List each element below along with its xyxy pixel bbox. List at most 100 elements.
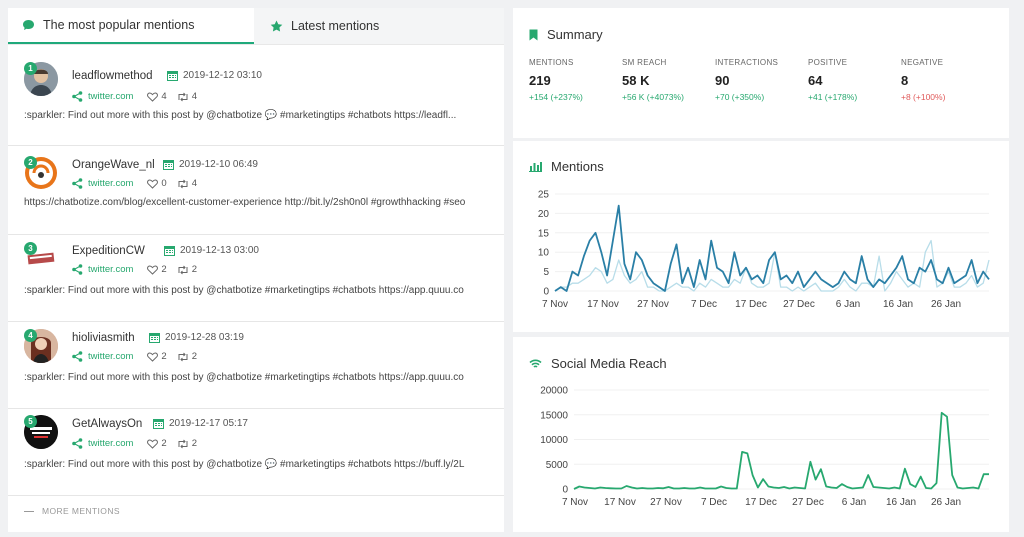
likes-value: 2 — [161, 438, 167, 449]
source-text: twitter.com — [88, 264, 134, 275]
mention-item[interactable]: 3 ExpeditionCW 2019-12-13 03:00 twitter.… — [8, 236, 504, 322]
mention-date-text: 2019-12-13 03:00 — [180, 245, 259, 256]
y-tick-label: 5 — [543, 267, 549, 278]
x-tick-label: 7 Nov — [562, 497, 588, 508]
stat-label: INTERACTIONS — [715, 58, 779, 67]
x-tick-label: 17 Dec — [735, 299, 767, 310]
mention-item[interactable]: 4 hioliviasmith 2019-12-28 03:19 twitter… — [8, 323, 504, 409]
mention-date: 2019-12-13 03:00 — [164, 245, 259, 256]
mention-item[interactable]: 5 GetAlwaysOn 2019-12-17 05:17 twitter.c… — [8, 410, 504, 496]
mention-username[interactable]: ExpeditionCW — [72, 245, 145, 257]
source-link[interactable]: twitter.com — [72, 91, 133, 102]
reach-line-chart[interactable]: 0 5000 10000 15000 20000 7 Nov 17 Nov 27 Nov 7 D… — [513, 337, 1009, 532]
mention-username[interactable]: leadflowmethod — [72, 70, 153, 82]
retweet-icon — [178, 439, 188, 448]
tab-popular-mentions[interactable]: The most popular mentions — [8, 8, 254, 44]
stat-label: SM REACH — [622, 58, 667, 67]
x-tick-label: 27 Nov — [637, 299, 669, 310]
likes-count: 2 — [147, 438, 167, 449]
reach-chart-title: Social Media Reach — [529, 356, 667, 371]
stat-label: POSITIVE — [808, 58, 848, 67]
y-tick-label: 5000 — [546, 460, 569, 471]
likes-count: 2 — [147, 264, 167, 275]
calendar-icon — [164, 246, 175, 256]
stat-value: 58 K — [622, 73, 650, 88]
mentions-panel: The most popular mentions Latest mention… — [8, 8, 504, 532]
source-link[interactable]: twitter.com — [72, 351, 133, 362]
retweets-count: 4 — [177, 178, 197, 189]
mention-date: 2019-12-17 05:17 — [153, 418, 248, 429]
mention-item[interactable]: 2 OrangeWave_nl 2019-12-10 06:49 twitter… — [8, 147, 504, 235]
mention-date-text: 2019-12-10 06:49 — [179, 159, 258, 170]
mention-username[interactable]: OrangeWave_nl — [72, 159, 155, 171]
tab-latest-mentions[interactable]: Latest mentions — [254, 8, 504, 44]
retweet-icon — [178, 179, 188, 188]
rank-badge: 4 — [24, 329, 37, 342]
stat-positive: POSITIVE 64 +41 (+178%) — [808, 58, 901, 102]
stat-change: +56 K (+4073%) — [622, 92, 684, 102]
y-tick-label: 25 — [538, 190, 550, 201]
source-link[interactable]: twitter.com — [72, 264, 133, 275]
x-tick-label: 16 Jan — [886, 497, 916, 508]
likes-value: 4 — [161, 91, 167, 102]
x-tick-label: 6 Jan — [842, 497, 866, 508]
more-mentions-link[interactable]: MORE MENTIONS — [24, 506, 120, 516]
mention-date-text: 2019-12-17 05:17 — [169, 418, 248, 429]
mention-text: https://chatbotize.com/blog/excellent-cu… — [24, 197, 466, 208]
mention-text: :sparkler: Find out more with this post … — [24, 459, 465, 470]
source-link[interactable]: twitter.com — [72, 178, 133, 189]
stat-change: +70 (+350%) — [715, 92, 765, 102]
mentions-line-chart[interactable]: 0 5 10 15 20 25 7 Nov 17 Nov 27 Nov 7 Dec 17 Dec 27… — [513, 141, 1009, 332]
retweets-value: 4 — [191, 178, 197, 189]
mention-username[interactable]: hioliviasmith — [72, 332, 135, 344]
chat-bubble-icon — [23, 20, 34, 30]
summary-stats: MENTIONS 219 +154 (+237%) SM REACH 58 K … — [529, 58, 994, 102]
bar-chart-icon — [529, 162, 542, 172]
retweets-value: 2 — [191, 351, 197, 362]
x-tick-label: 7 Nov — [542, 299, 568, 310]
mentions-chart-title: Mentions — [529, 159, 604, 174]
mention-item[interactable]: 1 leadflowmethod 2019-12-12 03:10 twitte… — [8, 54, 504, 146]
tab-latest-label: Latest mentions — [291, 19, 380, 33]
mentions-chart-title-text: Mentions — [551, 159, 604, 174]
mention-username[interactable]: GetAlwaysOn — [72, 418, 143, 430]
retweets-count: 2 — [177, 438, 197, 449]
series-line — [573, 411, 989, 490]
retweets-count: 4 — [177, 91, 197, 102]
retweet-icon — [178, 265, 188, 274]
retweet-icon — [178, 352, 188, 361]
avatar[interactable] — [24, 242, 58, 276]
series-line — [554, 204, 990, 292]
rank-badge: 3 — [24, 242, 37, 255]
reach-chart-card: Social Media Reach 0 5000 10000 15000 20000 7… — [513, 337, 1009, 532]
stat-interactions: INTERACTIONS 90 +70 (+350%) — [715, 58, 808, 102]
rank-badge: 2 — [24, 156, 37, 169]
likes-value: 2 — [161, 264, 167, 275]
summary-card: Summary MENTIONS 219 +154 (+237%) SM REA… — [513, 8, 1009, 138]
share-icon — [72, 264, 83, 275]
star-icon — [270, 20, 283, 32]
likes-count: 2 — [147, 351, 167, 362]
mentions-chart-card: Mentions 0 5 10 15 20 25 7 Nov 17 Nov 27 Nov 7 De… — [513, 141, 1009, 332]
x-tick-label: 17 Nov — [587, 299, 619, 310]
retweets-count: 2 — [177, 351, 197, 362]
y-tick-label: 15000 — [540, 410, 568, 421]
x-tick-label: 26 Jan — [931, 497, 961, 508]
x-tick-label: 17 Nov — [604, 497, 636, 508]
calendar-icon — [153, 419, 164, 429]
heart-icon — [147, 351, 159, 362]
source-link[interactable]: twitter.com — [72, 438, 133, 449]
stat-mentions: MENTIONS 219 +154 (+237%) — [529, 58, 622, 102]
x-tick-label: 27 Nov — [650, 497, 682, 508]
mention-date-text: 2019-12-12 03:10 — [183, 70, 262, 81]
mention-date: 2019-12-12 03:10 — [167, 70, 262, 81]
summary-title: Summary — [529, 27, 603, 42]
source-text: twitter.com — [88, 91, 134, 102]
y-tick-label: 20000 — [540, 386, 568, 397]
calendar-icon — [149, 333, 160, 343]
mention-date: 2019-12-10 06:49 — [163, 159, 258, 170]
mention-date-text: 2019-12-28 03:19 — [165, 332, 244, 343]
heart-icon — [147, 178, 159, 189]
mention-date: 2019-12-28 03:19 — [149, 332, 244, 343]
x-tick-label: 27 Dec — [783, 299, 815, 310]
